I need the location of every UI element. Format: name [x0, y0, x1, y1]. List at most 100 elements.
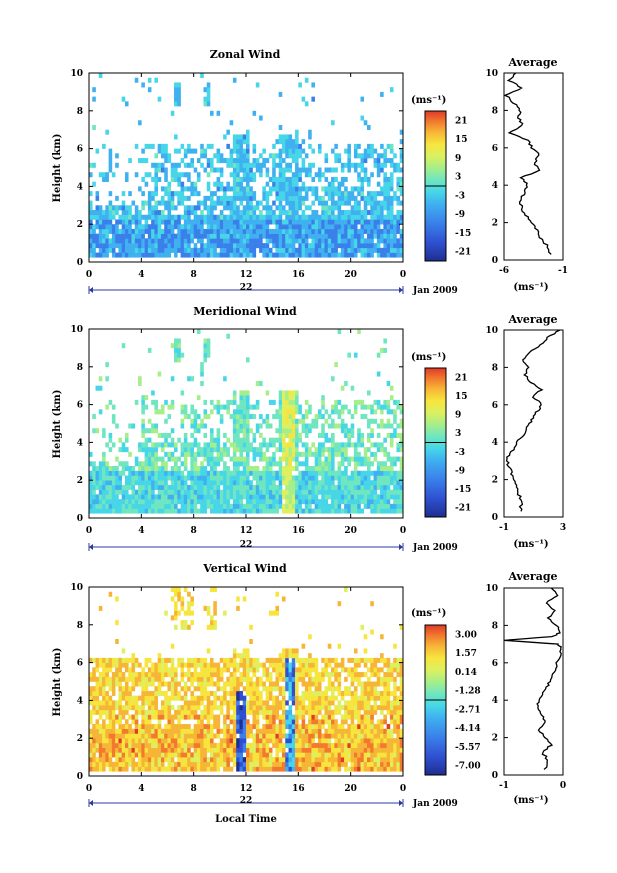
heatmap-cell — [242, 757, 247, 763]
heatmap-cell — [180, 461, 185, 467]
heatmap-cell — [164, 470, 168, 476]
heatmap-cell — [265, 200, 270, 206]
heatmap-cell — [210, 210, 214, 216]
heatmap-cell — [272, 508, 276, 514]
heatmap-cell — [206, 233, 211, 239]
heatmap-cell — [180, 672, 185, 678]
heatmap-cell — [324, 176, 329, 182]
heatmap-cell — [141, 409, 145, 415]
heatmap-cell — [288, 738, 293, 744]
heatmap-cell — [246, 390, 250, 396]
heatmap-cell — [367, 228, 371, 234]
heatmap-cell — [281, 508, 286, 514]
heatmap-cell — [89, 676, 93, 682]
heatmap-cell — [353, 352, 358, 358]
heatmap-cell — [180, 233, 185, 239]
heatmap-cell — [275, 181, 280, 187]
heatmap-cell — [190, 470, 194, 476]
heatmap-cell — [380, 247, 384, 253]
heatmap-cell — [180, 503, 185, 509]
heatmap-cell — [249, 728, 253, 734]
date-label: 22 — [240, 540, 253, 550]
heatmap-cell — [115, 761, 119, 767]
heatmap-cell — [160, 700, 165, 706]
heatmap-cell — [340, 451, 345, 457]
heatmap-cell — [105, 700, 109, 706]
heatmap-cell — [249, 494, 253, 500]
heatmap-cell — [89, 672, 93, 678]
heatmap-cell — [272, 233, 276, 239]
heatmap-cell — [246, 181, 250, 187]
heatmap-cell — [246, 153, 250, 159]
heatmap-cell — [344, 200, 348, 206]
heatmap-cell — [232, 503, 237, 509]
heatmap-cell — [187, 470, 191, 476]
heatmap-cell — [376, 371, 381, 377]
heatmap-cell — [298, 672, 302, 678]
heatmap-cell — [170, 747, 175, 753]
heatmap-cell — [344, 214, 348, 220]
heatmap-cell — [239, 709, 244, 715]
heatmap-cell — [124, 766, 129, 772]
heatmap-cell — [272, 399, 276, 405]
heatmap-cell — [95, 738, 100, 744]
heatmap-cell — [259, 233, 263, 239]
heatmap-cell — [278, 186, 283, 192]
heatmap-cell — [177, 657, 181, 663]
heatmap-cell — [301, 494, 306, 500]
heatmap-cell — [236, 761, 240, 767]
heatmap-cell — [272, 210, 276, 216]
date-axis: 22 Jan 2009 — [88, 540, 458, 553]
heatmap-cell — [304, 738, 309, 744]
heatmap-cell — [174, 747, 178, 753]
heatmap-cell — [223, 233, 227, 239]
heatmap-cell — [344, 432, 348, 438]
heatmap-cell — [347, 437, 351, 443]
heatmap-cell — [174, 761, 178, 767]
heatmap-cell — [144, 181, 149, 187]
heatmap-cell — [102, 662, 106, 668]
heatmap-cell — [102, 747, 106, 753]
heatmap-cell — [239, 681, 244, 687]
heatmap-cell — [383, 148, 387, 154]
heatmap-cell — [389, 395, 394, 401]
heatmap-cell — [376, 243, 381, 249]
heatmap-cell — [170, 191, 175, 197]
heatmap-cell — [203, 470, 208, 476]
heatmap-cell — [334, 247, 338, 253]
heatmap-cell — [344, 456, 348, 462]
heatmap-cell — [226, 747, 230, 753]
heatmap-cell — [386, 158, 391, 164]
heatmap-cell — [134, 233, 139, 239]
heatmap-cell — [141, 224, 145, 230]
heatmap-cell — [164, 508, 168, 514]
heatmap-cell — [386, 418, 391, 424]
heatmap-cell — [200, 676, 204, 682]
heatmap-cell — [285, 409, 289, 415]
heatmap-cell — [255, 499, 260, 505]
heatmap-cell — [131, 489, 136, 495]
x-tick-label: 12 — [240, 526, 253, 536]
heatmap-cell — [200, 423, 204, 429]
heatmap-cell — [314, 414, 319, 420]
avg-y-tick-label: 10 — [485, 69, 498, 79]
heatmap-cell — [203, 447, 208, 453]
heatmap-cell — [226, 503, 230, 509]
heatmap-cell — [327, 228, 332, 234]
heatmap-cell — [223, 158, 227, 164]
heatmap-cell — [272, 228, 276, 234]
heatmap-cell — [281, 143, 286, 149]
heatmap-cell — [151, 709, 155, 715]
heatmap-cell — [200, 162, 204, 168]
heatmap-cell — [196, 681, 201, 687]
heatmap-cell — [170, 399, 175, 405]
heatmap-cell — [380, 214, 384, 220]
heatmap-cell — [98, 385, 103, 391]
heatmap-cell — [206, 186, 211, 192]
heatmap-cell — [291, 219, 296, 225]
heatmap-cell — [174, 338, 178, 344]
heatmap-cell — [216, 705, 221, 711]
heatmap-cell — [164, 494, 168, 500]
heatmap-cell — [167, 761, 172, 767]
heatmap-cell — [177, 752, 181, 758]
